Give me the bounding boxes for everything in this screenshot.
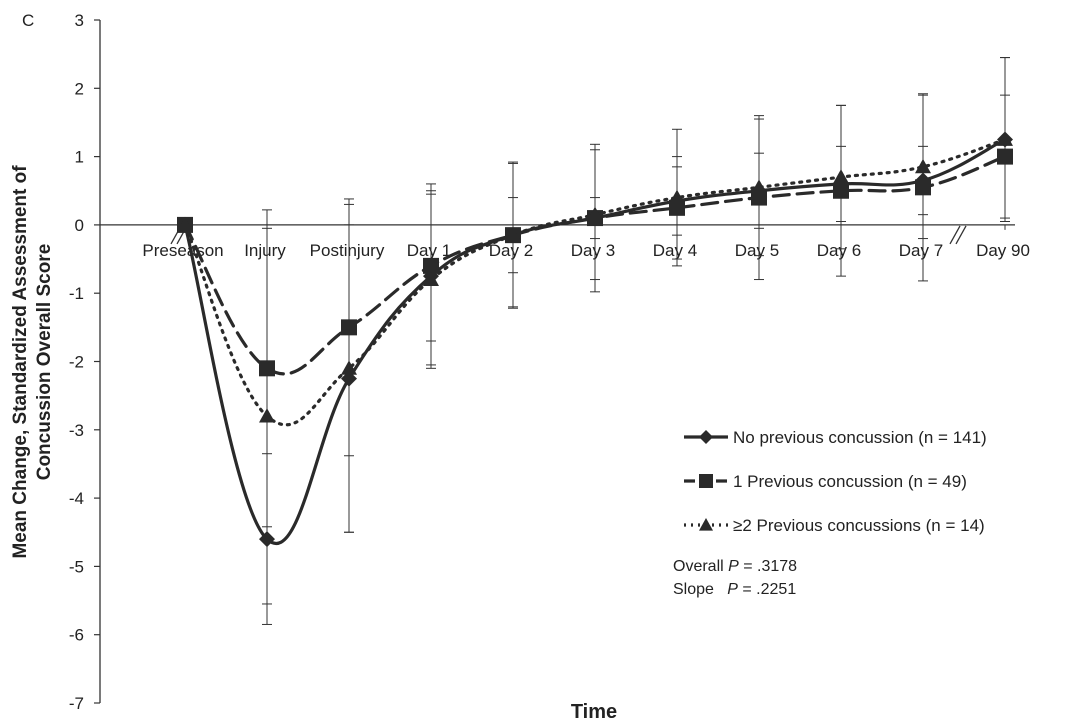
x-tick-label: Day 2 — [489, 241, 533, 260]
two-plus-previous-point — [341, 360, 357, 375]
two-plus-previous-point — [505, 227, 521, 242]
two-plus-previous-legend-marker — [699, 518, 713, 531]
y-tick-label: -3 — [69, 421, 84, 440]
one-previous-point — [997, 148, 1013, 165]
break-stroke — [949, 225, 961, 245]
two-plus-previous-point — [587, 206, 603, 222]
y-axis-title-line-1: Mean Change, Standardized Assessment of — [10, 165, 31, 559]
x-tick-label: Day 6 — [817, 241, 861, 260]
legend: No previous concussion (n = 141) 1 Previo… — [684, 428, 987, 535]
x-tick-label: Postinjury — [310, 241, 385, 260]
y-tick-label: 0 — [75, 216, 84, 235]
series-markers — [177, 131, 1013, 548]
x-tick-label: Day 5 — [735, 241, 779, 260]
one-previous-point — [423, 257, 439, 274]
axis-break-end — [949, 225, 967, 245]
two-plus-previous-point — [177, 216, 193, 232]
one-previous-point — [341, 319, 357, 336]
no-previous-point — [259, 531, 275, 548]
two-plus-previous-point — [669, 189, 685, 204]
y-tick-label: -1 — [69, 284, 84, 303]
x-axis-title: Time — [571, 701, 617, 720]
break-stroke — [955, 225, 967, 245]
two-plus-previous-point — [751, 179, 767, 194]
two-plus-previous-point — [915, 158, 931, 174]
x-tick-label: Day 4 — [653, 241, 697, 260]
one-previous-point — [259, 360, 275, 377]
slope-p-annotation: Slope P = .2251 — [673, 581, 796, 598]
axes: 3 2 1 0 -1 -2 -3 -4 -5 -6 -7 Preseason Injury Postinj… — [69, 11, 1030, 713]
y-tick-label: 2 — [75, 79, 84, 98]
x-tick-label: Day 90 — [976, 241, 1030, 260]
y-tick-label: -5 — [69, 557, 84, 576]
two-plus-previous-point — [833, 169, 849, 184]
y-tick-label: 1 — [75, 148, 84, 167]
two-plus-previous-point — [423, 271, 439, 286]
x-tick-label: Day 3 — [571, 241, 615, 260]
one-previous-legend-label: 1 Previous concussion (n = 49) — [733, 472, 967, 491]
y-tick-label: -7 — [69, 694, 84, 713]
one-previous-legend-marker — [699, 474, 713, 488]
x-tick-label: Preseason — [142, 241, 223, 260]
panel-label: C — [22, 11, 34, 30]
no-previous-legend-marker — [699, 430, 713, 444]
y-tick-label: -2 — [69, 353, 84, 372]
two-plus-previous-legend-label: ≥2 Previous concussions (n = 14) — [733, 516, 985, 535]
x-tick-label: Day 1 — [407, 241, 451, 260]
x-tick-label: Day 7 — [899, 241, 943, 260]
one-previous-point — [833, 182, 849, 199]
two-plus-previous-point — [997, 131, 1013, 146]
one-previous-series-line — [183, 155, 1007, 376]
y-tick-label: -4 — [69, 489, 84, 508]
y-tick-label: -6 — [69, 626, 84, 645]
one-previous-point — [915, 179, 931, 196]
y-axis-title-line-2: Concussion Overall Score — [34, 244, 55, 481]
y-tick-label: 3 — [75, 11, 84, 30]
two-plus-previous-point — [259, 408, 275, 423]
x-tick-label: Injury — [244, 241, 286, 260]
two-plus-previous-series-line — [183, 137, 1007, 427]
overall-p-annotation: Overall P = .3178 — [673, 558, 797, 575]
no-previous-legend-label: No previous concussion (n = 141) — [733, 428, 987, 447]
